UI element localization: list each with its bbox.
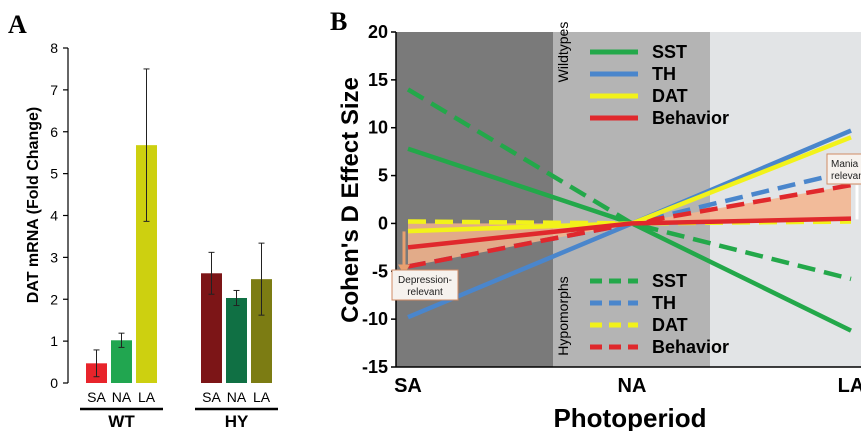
legend-label: SST — [652, 271, 687, 291]
legend-label: DAT — [652, 86, 688, 106]
x-tick-label: NA — [618, 375, 647, 397]
y-tick-label: 20 — [368, 22, 388, 42]
bar — [201, 273, 222, 383]
y-tick-label: -10 — [362, 309, 388, 329]
x-tick-label: SA — [394, 375, 422, 397]
x-tick-label: LA — [253, 389, 271, 405]
y-tick-label: 0 — [50, 375, 58, 391]
x-tick-label: NA — [227, 389, 247, 405]
group-label: HY — [225, 412, 249, 431]
y-tick-label: 1 — [50, 333, 58, 349]
mania-callout-line: Mania — [831, 159, 859, 170]
background-band — [396, 32, 553, 367]
y-tick-label: -5 — [372, 261, 388, 281]
legend-label: SST — [652, 42, 687, 62]
y-tick-label: 4 — [50, 208, 58, 224]
x-tick-label: NA — [112, 389, 132, 405]
y-tick-label: 5 — [378, 166, 388, 186]
y-tick-label: 3 — [50, 249, 58, 265]
mania-callout-box — [826, 153, 861, 185]
depression-callout-line: relevant — [407, 287, 443, 298]
legend-label: DAT — [652, 315, 688, 335]
depression-callout-box — [391, 269, 459, 301]
y-tick-label: 5 — [50, 166, 58, 182]
panel-b-letter: B — [330, 7, 347, 36]
x-tick-label: SA — [202, 389, 221, 405]
legend-label: Behavior — [652, 108, 729, 128]
y-tick-label: -15 — [362, 357, 388, 377]
panel-b-plot: -15 -10 -5 0 5 10 15 20 SA NA LA Depression-relevan… — [362, 22, 861, 397]
legend-label: TH — [652, 293, 676, 313]
y-tick-label: 10 — [368, 118, 388, 138]
series-line-wildtypes-behavior — [407, 216, 852, 250]
y-tick-label: 8 — [50, 40, 58, 56]
depression-callout-line: Depression- — [398, 275, 452, 286]
y-tick-label: 0 — [378, 213, 388, 233]
mania-callout-line: relevant — [831, 171, 861, 182]
y-tick-label: 7 — [50, 82, 58, 98]
legend-group-title: Hypomorphs — [555, 276, 571, 355]
y-tick-label: 6 — [50, 124, 58, 140]
panel-a-y-axis-title: DAT mRNA (Fold Change) — [25, 107, 42, 303]
x-tick-label: SA — [87, 389, 106, 405]
legend-group-title: Wildtypes — [555, 22, 571, 83]
bar — [226, 297, 247, 383]
x-tick-label: LA — [838, 375, 861, 397]
legend-label: TH — [652, 64, 676, 84]
x-tick-label: LA — [138, 389, 156, 405]
group-label: WT — [108, 412, 135, 431]
series-line-hypomorphs-sst — [406, 87, 852, 282]
panel-b-y-axis-title: Cohen's D Effect Size — [337, 77, 364, 323]
legend-label: Behavior — [652, 337, 729, 357]
bar — [111, 340, 132, 383]
bar — [251, 279, 272, 383]
bar — [136, 145, 157, 383]
y-tick-label: 2 — [50, 291, 58, 307]
panel-a-letter: A — [8, 10, 27, 39]
panel-b-x-axis-title: Photoperiod — [553, 403, 706, 431]
y-tick-label: 15 — [368, 70, 388, 90]
